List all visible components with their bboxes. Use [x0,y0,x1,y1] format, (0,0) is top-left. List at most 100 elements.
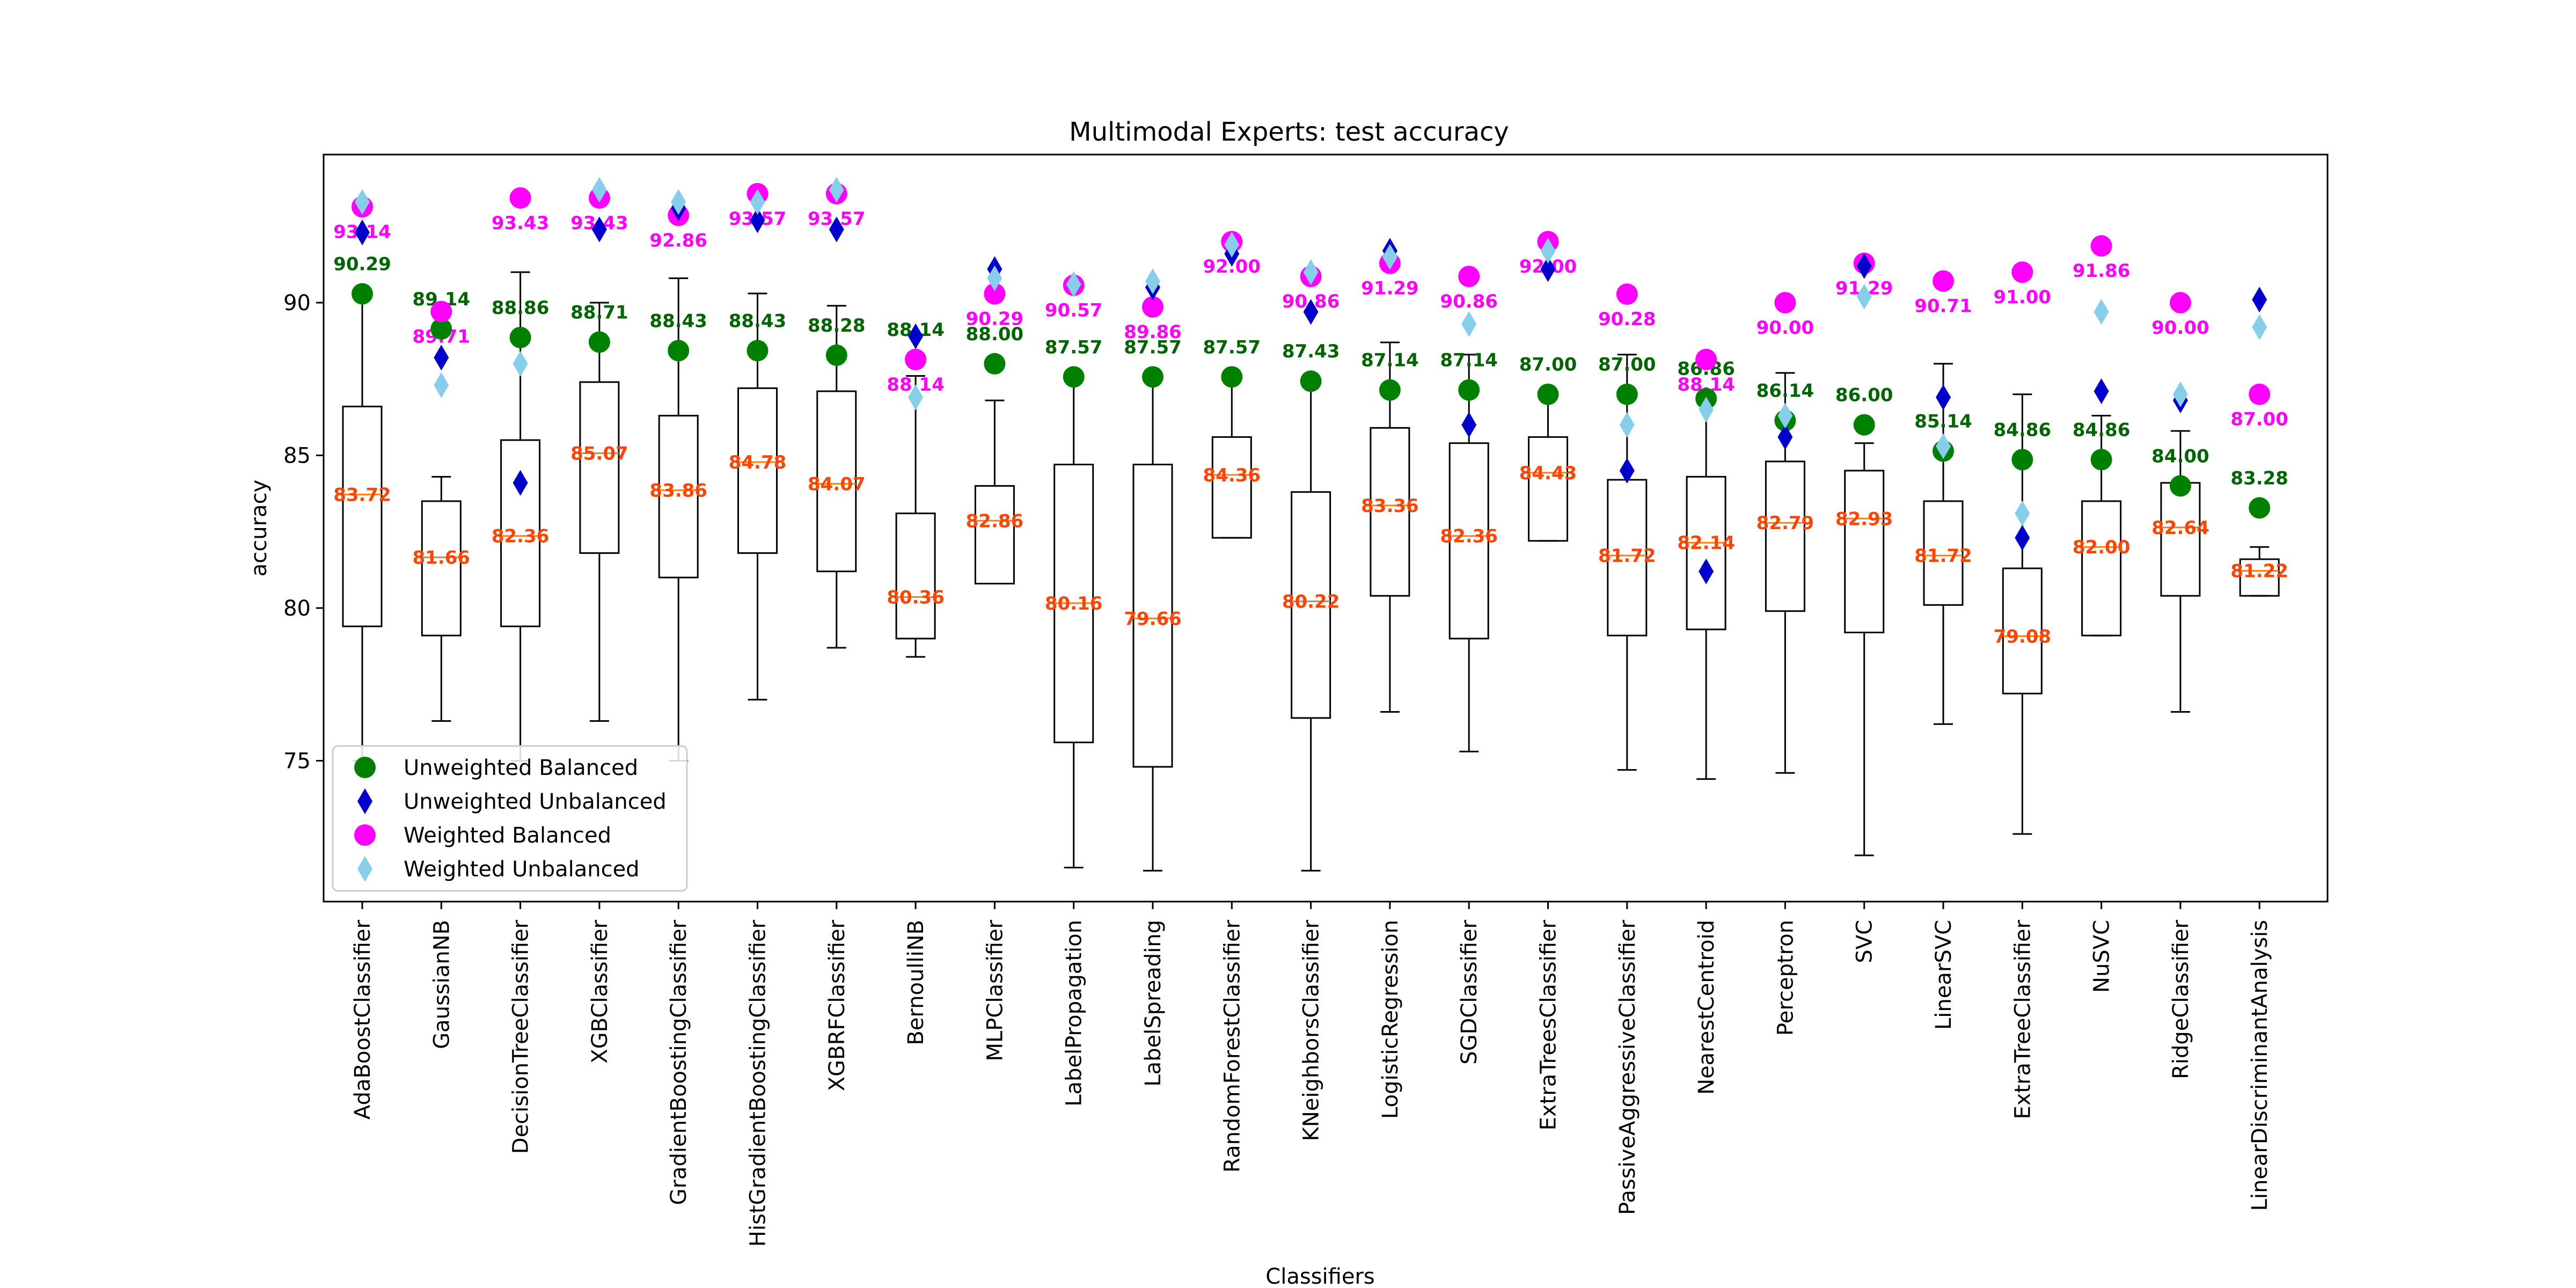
value-label-weighted-balanced: 91.00 [1994,287,2052,308]
value-label-unweighted-balanced: 86.14 [1757,380,1814,402]
box-LabelPropagation [1053,375,1094,869]
box-SVC [1844,442,1885,857]
median-label: 79.66 [1124,608,1182,630]
box-RidgeClassifier [2160,430,2201,713]
value-label-unweighted-balanced: 84.00 [2151,445,2209,467]
marker-weighted-unbalanced [1777,402,1793,429]
x-tick-label: MLPClassifier [983,919,1007,1061]
chart-title: Multimodal Experts: test accuracy [1069,117,1509,147]
value-label-unweighted-balanced: 83.28 [2230,467,2288,489]
marker-unweighted-balanced [430,318,452,340]
legend-label: Weighted Balanced [404,823,611,848]
x-tick-label: Perceptron [1773,920,1798,1036]
x-tick-label: LabelPropagation [1062,920,1087,1107]
value-label-weighted-balanced: 90.00 [1757,317,1814,339]
median-label: 83.86 [649,480,707,501]
box-RandomForestClassifier [1211,375,1252,539]
value-label-unweighted-balanced: 87.57 [1045,336,1103,358]
marker-weighted-balanced [2169,292,2191,313]
marker-weighted-unbalanced [2252,314,2267,340]
x-tick-label: ExtraTreeClassifier [2010,919,2035,1119]
median-label: 82.14 [1677,532,1735,554]
x-tick-label: LabelSpreading [1141,920,1166,1087]
marker-weighted-balanced [509,187,531,209]
marker-unweighted-unbalanced [2252,287,2267,313]
x-tick-label: XGBRFClassifier [825,919,850,1091]
marker-weighted-balanced [1142,296,1163,318]
median-label: 80.36 [887,587,945,609]
median-label: 85.07 [570,443,628,465]
box-SGDClassifier [1448,354,1489,752]
box-body [2160,482,2201,597]
median-label: 82.00 [2073,537,2131,558]
value-label-unweighted-balanced: 88.00 [966,324,1024,345]
marker-weighted-balanced [2249,383,2271,405]
box-body [1370,427,1410,597]
median-label: 84.36 [1203,465,1261,486]
marker-weighted-unbalanced [1540,238,1556,264]
legend-marker [357,856,372,882]
value-label-weighted-balanced: 87.00 [2230,409,2288,430]
value-label-unweighted-balanced: 87.43 [1282,341,1340,362]
box-body [658,415,699,579]
median-label: 82.36 [1440,526,1498,547]
box-body [421,500,462,636]
box-LabelSpreading [1132,375,1173,872]
box-NuSVC [2081,415,2122,636]
x-tick-label: NuSVC [2090,920,2114,993]
value-label-unweighted-balanced: 87.00 [1519,354,1577,376]
marker-weighted-unbalanced [2094,299,2109,325]
box-XGBRFClassifier [816,305,857,649]
box-body [1686,475,1726,631]
box-KNeighborsClassifier [1291,381,1331,872]
box-body [816,390,857,573]
legend-marker [354,757,376,778]
value-label-unweighted-balanced: 87.57 [1124,336,1182,358]
marker-unweighted-unbalanced [2094,378,2109,405]
marker-unweighted-balanced [352,283,373,305]
x-tick-label: GradientBoostingClassifier [667,919,691,1205]
median-label: 82.86 [966,510,1024,532]
box-LogisticRegression [1370,341,1410,713]
value-label-unweighted-balanced: 90.29 [333,253,391,275]
x-tick-label: NearestCentroid [1694,920,1719,1095]
x-tick-label: AdaBoostClassifier [350,919,375,1119]
plot-frame [323,153,2329,903]
marker-weighted-balanced [1933,270,1954,292]
value-label-weighted-balanced: 93.43 [492,213,550,234]
value-label-weighted-balanced: 90.29 [966,308,1024,330]
marker-unweighted-balanced [984,353,1006,375]
marker-weighted-unbalanced [829,177,844,203]
median-label: 82.36 [492,526,550,547]
marker-weighted-unbalanced [2015,500,2030,526]
marker-unweighted-unbalanced [908,323,924,349]
median-label: 82.93 [1835,508,1893,530]
marker-weighted-unbalanced [1619,412,1635,438]
x-tick-label: SGDClassifier [1457,919,1482,1064]
marker-unweighted-balanced [1142,366,1163,388]
marker-weighted-unbalanced [1382,244,1397,270]
value-label-unweighted-balanced: 87.14 [1440,350,1498,371]
box-LinearSVC [1923,363,1964,725]
marker-unweighted-balanced [1537,383,1559,405]
marker-unweighted-unbalanced [355,219,370,246]
value-label-unweighted-balanced: 87.00 [1598,354,1656,376]
median-label: 83.72 [333,484,391,506]
marker-unweighted-balanced [825,344,847,366]
marker-weighted-unbalanced [1224,231,1240,258]
box-XGBClassifier [579,302,620,722]
marker-unweighted-balanced [1379,379,1401,401]
marker-weighted-balanced [1695,348,1717,370]
marker-unweighted-unbalanced [1699,558,1714,584]
box-body [1528,436,1568,542]
legend-frame [332,745,688,892]
value-label-unweighted-balanced: 87.14 [1361,350,1419,371]
value-label-unweighted-balanced: 88.43 [729,310,787,332]
marker-unweighted-balanced [747,340,769,362]
box-GaussianNB [421,475,462,722]
box-BernoulliNB [895,375,936,658]
marker-unweighted-balanced [2011,449,2033,471]
marker-weighted-unbalanced [1066,271,1081,297]
value-label-unweighted-balanced: 84.86 [1994,419,2052,441]
y-axis-label: accuracy [247,480,272,576]
